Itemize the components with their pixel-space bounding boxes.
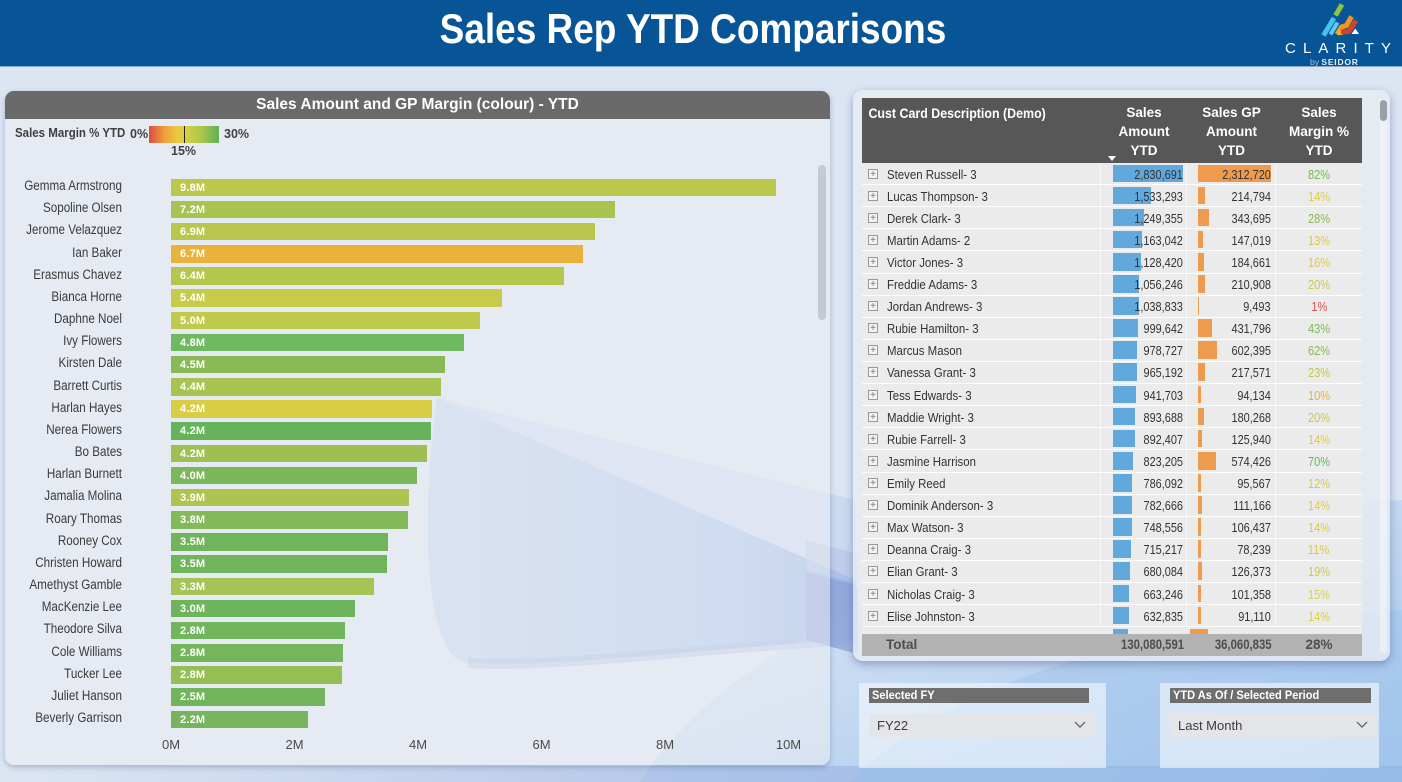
svg-text:by SEIDOR: by SEIDOR (1310, 57, 1359, 67)
svg-text:CLARITY: CLARITY (1285, 40, 1396, 57)
